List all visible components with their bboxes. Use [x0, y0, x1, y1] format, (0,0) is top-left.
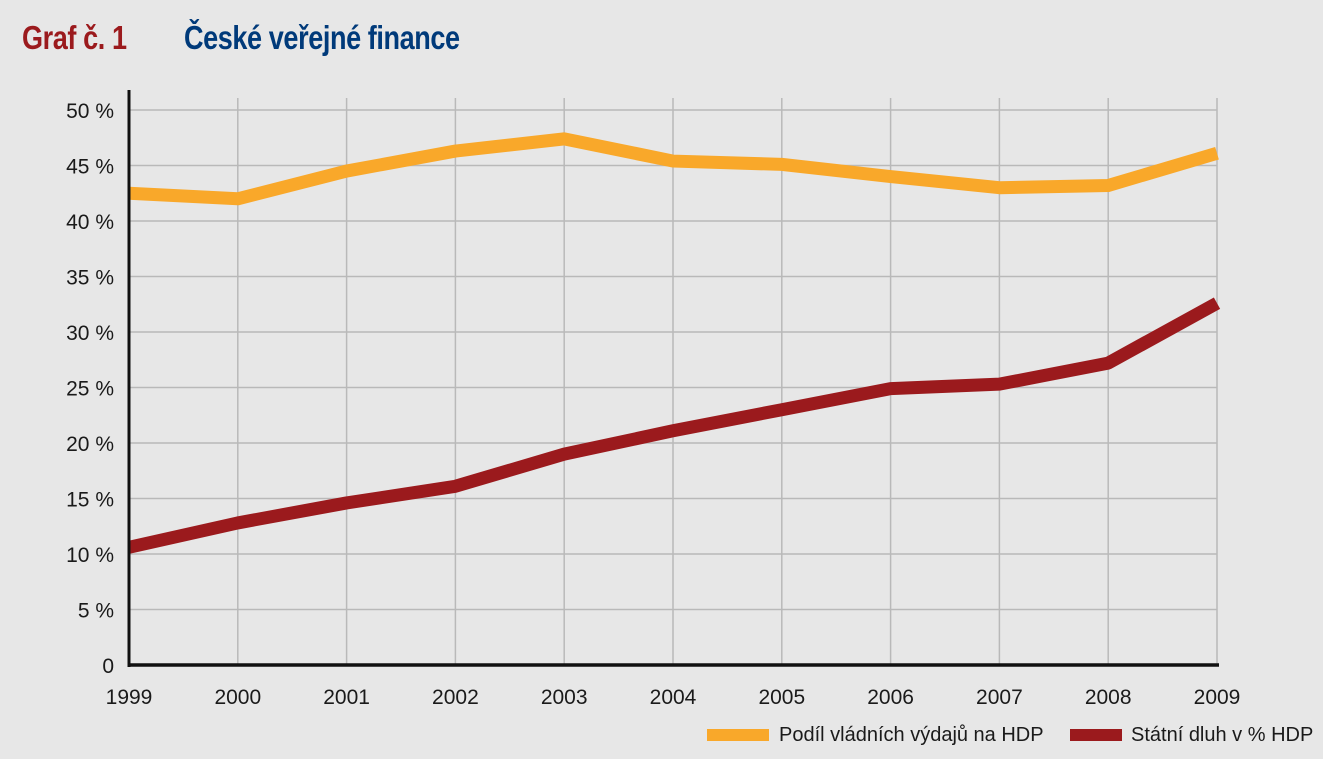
chart-title: České veřejné finance [184, 19, 460, 56]
series-line-1 [128, 132, 1219, 206]
y-tick-label: 45 % [66, 156, 114, 179]
axes [127, 90, 1219, 667]
y-tick-label: 35 % [66, 267, 114, 290]
y-tick-label: 20 % [66, 433, 114, 456]
chart-header: Graf č. 1 České veřejné finance [22, 14, 520, 62]
y-tick-label: 0 [102, 655, 114, 678]
legend-label-2: Státní dluh v % HDP [1131, 724, 1313, 746]
graf-number-label: Graf č. 1 [22, 19, 127, 56]
tick-labels: 0 5 % 10 % 15 % 20 % 25 % 30 % 35 % 40 % 45 % 50 %… [66, 100, 1240, 709]
y-tick-label: 30 % [66, 322, 114, 345]
x-tick-label: 2000 [214, 686, 261, 709]
x-tick-label: 2008 [1085, 686, 1132, 709]
series-lines [127, 132, 1221, 554]
x-tick-label: 2006 [867, 686, 914, 709]
x-tick-label: 2009 [1194, 686, 1241, 709]
legend-label-1: Podíl vládních výdajů na HDP [779, 724, 1044, 746]
x-tick-label: 2004 [650, 686, 697, 709]
y-tick-label: 40 % [66, 211, 114, 234]
x-tick-label: 2001 [323, 686, 370, 709]
y-tick-label: 50 % [66, 100, 114, 123]
y-tick-label: 5 % [78, 600, 114, 623]
x-tick-label: 1999 [106, 686, 153, 709]
series-line-2 [127, 297, 1221, 554]
y-tick-label: 15 % [66, 489, 114, 512]
y-tick-label: 25 % [66, 378, 114, 401]
x-tick-label: 2002 [432, 686, 479, 709]
legend: Podíl vládních výdajů na HDP Státní dluh … [707, 724, 1313, 746]
x-tick-label: 2003 [541, 686, 588, 709]
x-tick-label: 2007 [976, 686, 1023, 709]
legend-swatch-1 [707, 729, 769, 741]
y-tick-label: 10 % [66, 544, 114, 567]
x-tick-label: 2005 [758, 686, 805, 709]
legend-swatch-2 [1070, 729, 1122, 741]
